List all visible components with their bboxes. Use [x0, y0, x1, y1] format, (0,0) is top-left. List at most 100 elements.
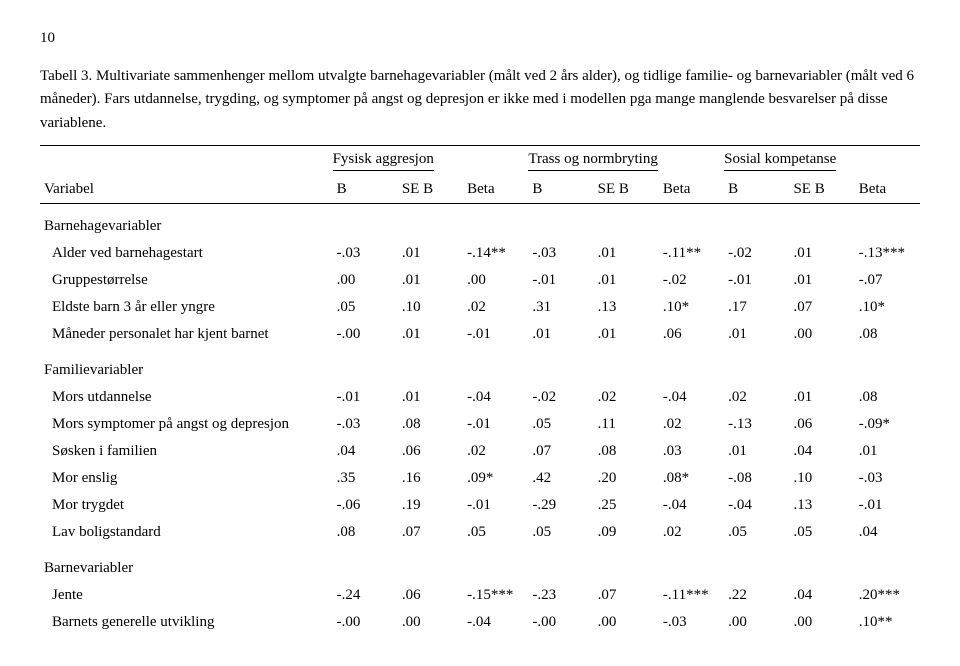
cell: .00 — [789, 609, 854, 636]
cell: .17 — [724, 294, 789, 321]
section-row: Barnehagevariabler — [40, 203, 920, 240]
cell: -.03 — [855, 465, 920, 492]
col-beta: Beta — [463, 176, 528, 204]
cell: .16 — [398, 465, 463, 492]
cell: .35 — [333, 465, 398, 492]
group-header-3: Sosial kompetanse — [724, 151, 836, 171]
cell: .05 — [528, 411, 593, 438]
cell: -.02 — [659, 267, 724, 294]
cell: -.01 — [724, 267, 789, 294]
cell: .01 — [789, 240, 854, 267]
cell: .05 — [333, 294, 398, 321]
cell: .01 — [594, 267, 659, 294]
cell: .08 — [855, 384, 920, 411]
section-familie: Familievariabler — [40, 348, 920, 384]
cell: -.04 — [463, 609, 528, 636]
group-header-row: Fysisk aggresjon Trass og normbryting So… — [40, 145, 920, 176]
cell: .20*** — [855, 582, 920, 609]
row-label: Jente — [40, 582, 333, 609]
col-seb: SE B — [594, 176, 659, 204]
cell: .13 — [594, 294, 659, 321]
cell: .04 — [789, 438, 854, 465]
cell: -.04 — [724, 492, 789, 519]
row-label: Mors symptomer på angst og depresjon — [40, 411, 333, 438]
cell: -.13*** — [855, 240, 920, 267]
row-label: Lav boligstandard — [40, 519, 333, 546]
cell: .03 — [659, 438, 724, 465]
cell: -.00 — [528, 609, 593, 636]
cell: .13 — [789, 492, 854, 519]
table-caption: Tabell 3. Multivariate sammenhenger mell… — [40, 65, 920, 135]
cell: .02 — [724, 384, 789, 411]
cell: -.04 — [659, 384, 724, 411]
row-label: Mors utdannelse — [40, 384, 333, 411]
cell: -.11*** — [659, 582, 724, 609]
cell: .06 — [789, 411, 854, 438]
cell: .02 — [659, 519, 724, 546]
cell: .01 — [594, 240, 659, 267]
table-row: Eldste barn 3 år eller yngre .05 .10 .02… — [40, 294, 920, 321]
section-row: Barnevariabler — [40, 546, 920, 582]
cell: .04 — [789, 582, 854, 609]
cell: .25 — [594, 492, 659, 519]
cell: .02 — [659, 411, 724, 438]
section-barnehage: Barnehagevariabler — [40, 203, 920, 240]
table-row: Alder ved barnehagestart -.03 .01 -.14**… — [40, 240, 920, 267]
cell: .01 — [789, 267, 854, 294]
cell: -.01 — [855, 492, 920, 519]
cell: -.03 — [333, 411, 398, 438]
cell: .00 — [463, 267, 528, 294]
cell: -.03 — [333, 240, 398, 267]
table-row: Søsken i familien .04 .06 .02 .07 .08 .0… — [40, 438, 920, 465]
col-b: B — [724, 176, 789, 204]
cell: -.09* — [855, 411, 920, 438]
table-row: Gruppestørrelse .00 .01 .00 -.01 .01 -.0… — [40, 267, 920, 294]
cell: .22 — [724, 582, 789, 609]
cell: .08 — [398, 411, 463, 438]
cell: .00 — [333, 267, 398, 294]
cell: -.02 — [528, 384, 593, 411]
cell: .01 — [724, 438, 789, 465]
cell: .01 — [855, 438, 920, 465]
col-seb: SE B — [789, 176, 854, 204]
row-label: Søsken i familien — [40, 438, 333, 465]
cell: -.29 — [528, 492, 593, 519]
group-header-1: Fysisk aggresjon — [333, 151, 434, 171]
cell: .01 — [594, 321, 659, 348]
cell: .00 — [789, 321, 854, 348]
cell: .02 — [463, 294, 528, 321]
regression-table: Fysisk aggresjon Trass og normbryting So… — [40, 145, 920, 636]
cell: .05 — [724, 519, 789, 546]
cell: -.24 — [333, 582, 398, 609]
cell: .01 — [398, 321, 463, 348]
cell: .00 — [398, 609, 463, 636]
cell: -.01 — [463, 321, 528, 348]
cell: .05 — [789, 519, 854, 546]
cell: .01 — [724, 321, 789, 348]
section-barne: Barnevariabler — [40, 546, 920, 582]
cell: .08* — [659, 465, 724, 492]
column-header-row: Variabel B SE B Beta B SE B Beta B SE B … — [40, 176, 920, 204]
cell: .02 — [463, 438, 528, 465]
cell: -.01 — [463, 411, 528, 438]
cell: .02 — [594, 384, 659, 411]
cell: .04 — [855, 519, 920, 546]
col-beta: Beta — [855, 176, 920, 204]
cell: .09* — [463, 465, 528, 492]
cell: .10** — [855, 609, 920, 636]
row-label: Mor enslig — [40, 465, 333, 492]
cell: .07 — [789, 294, 854, 321]
row-label: Barnets generelle utvikling — [40, 609, 333, 636]
cell: .00 — [724, 609, 789, 636]
row-label: Måneder personalet har kjent barnet — [40, 321, 333, 348]
cell: .06 — [398, 438, 463, 465]
cell: -.15*** — [463, 582, 528, 609]
group-header-2: Trass og normbryting — [528, 151, 657, 171]
table-row: Måneder personalet har kjent barnet -.00… — [40, 321, 920, 348]
cell: -.23 — [528, 582, 593, 609]
cell: -.02 — [724, 240, 789, 267]
col-beta: Beta — [659, 176, 724, 204]
col-variabel: Variabel — [40, 176, 333, 204]
row-label: Mor trygdet — [40, 492, 333, 519]
row-label: Gruppestørrelse — [40, 267, 333, 294]
